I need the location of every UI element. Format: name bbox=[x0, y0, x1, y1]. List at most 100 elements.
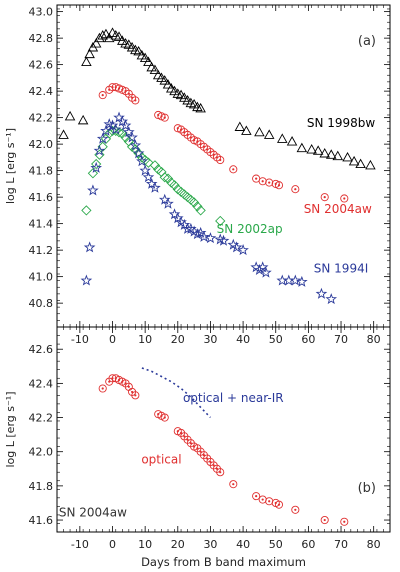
data-point bbox=[81, 56, 92, 67]
y-tick-label: 41.8 bbox=[29, 165, 54, 178]
data-point bbox=[181, 222, 194, 234]
data-point bbox=[149, 64, 161, 74]
data-point bbox=[296, 142, 308, 153]
y-tick-label: 41.4 bbox=[29, 218, 54, 231]
data-point bbox=[58, 129, 69, 139]
x-tick-label: 10 bbox=[138, 538, 152, 551]
x-tick-label: 20 bbox=[171, 333, 185, 346]
data-point bbox=[129, 139, 142, 151]
series-sn-1998bw bbox=[58, 27, 376, 170]
x-tick-label: -10 bbox=[71, 333, 89, 346]
data-point bbox=[325, 293, 338, 305]
data-point bbox=[179, 189, 190, 200]
data-point bbox=[258, 495, 267, 504]
x-tick-label: 10 bbox=[138, 333, 152, 346]
y-axis-label: log L [erg s⁻¹] bbox=[4, 128, 17, 204]
annotation-label: SN 2002ap bbox=[217, 222, 283, 236]
data-point bbox=[315, 287, 328, 299]
y-tick-label: 42.4 bbox=[29, 85, 54, 98]
data-point bbox=[119, 119, 132, 131]
data-point bbox=[230, 241, 243, 253]
x-tick-label: 70 bbox=[334, 333, 348, 346]
panel-label: (a) bbox=[358, 34, 376, 49]
data-point bbox=[84, 48, 95, 59]
data-point bbox=[229, 165, 238, 174]
data-point bbox=[237, 244, 249, 256]
data-point bbox=[258, 177, 267, 186]
data-point bbox=[162, 79, 174, 89]
x-tick-label: 0 bbox=[109, 538, 116, 551]
x-tick-label: 60 bbox=[301, 333, 315, 346]
data-point bbox=[149, 160, 161, 171]
x-tick-label: 30 bbox=[203, 333, 217, 346]
x-tick-label: 40 bbox=[236, 538, 250, 551]
data-point bbox=[195, 205, 206, 216]
data-point bbox=[103, 118, 116, 130]
data-point bbox=[96, 132, 109, 144]
series-sn-2004aw bbox=[98, 83, 349, 203]
x-tick-label: 40 bbox=[236, 333, 250, 346]
y-tick-label: 41.6 bbox=[29, 514, 54, 527]
data-point bbox=[98, 384, 107, 393]
data-point bbox=[143, 56, 154, 67]
data-point bbox=[365, 159, 376, 170]
data-point bbox=[126, 131, 138, 143]
y-tick-label: 42.4 bbox=[29, 377, 54, 390]
data-point bbox=[265, 178, 274, 187]
y-axis-label: log L [erg s⁻¹] bbox=[4, 392, 17, 468]
data-point bbox=[159, 172, 170, 183]
data-point bbox=[191, 228, 204, 240]
data-point bbox=[216, 155, 225, 165]
annotation-label: optical + near-IR bbox=[183, 391, 284, 405]
data-point bbox=[291, 505, 300, 514]
data-point bbox=[260, 266, 272, 278]
data-point bbox=[132, 147, 145, 159]
data-point bbox=[98, 91, 107, 100]
data-point bbox=[123, 126, 135, 138]
data-point bbox=[289, 274, 302, 286]
series-sn-1994i bbox=[80, 111, 338, 305]
data-point bbox=[325, 149, 337, 159]
y-tick-label: 43.0 bbox=[29, 6, 54, 19]
data-point bbox=[241, 125, 252, 135]
data-point bbox=[131, 391, 140, 400]
data-point bbox=[100, 28, 112, 39]
y-tick-label: 42.2 bbox=[29, 112, 54, 125]
data-point bbox=[320, 193, 329, 202]
data-point bbox=[162, 173, 174, 184]
data-point bbox=[204, 232, 217, 244]
x-tick-label: 50 bbox=[269, 538, 283, 551]
data-point bbox=[348, 155, 360, 166]
y-tick-label: 41.0 bbox=[29, 271, 54, 284]
data-point bbox=[162, 197, 174, 209]
data-point bbox=[87, 168, 99, 179]
annotation-label: SN 2004aw bbox=[59, 506, 127, 520]
x-tick-label: 20 bbox=[171, 538, 185, 551]
data-point bbox=[91, 158, 102, 170]
data-point bbox=[139, 52, 151, 63]
data-point bbox=[306, 144, 317, 154]
data-point bbox=[93, 144, 106, 156]
data-point bbox=[81, 205, 92, 216]
data-point bbox=[97, 30, 108, 40]
data-point bbox=[276, 133, 288, 143]
data-point bbox=[90, 38, 102, 48]
data-point bbox=[97, 141, 108, 152]
data-point bbox=[355, 158, 366, 169]
data-point bbox=[103, 32, 115, 43]
data-point bbox=[217, 234, 230, 246]
data-point bbox=[274, 181, 284, 190]
x-axis-label: Days from B band maximum bbox=[141, 555, 306, 569]
data-point bbox=[229, 480, 238, 489]
y-tick-label: 42.8 bbox=[29, 32, 54, 45]
y-tick-label: 41.8 bbox=[29, 480, 54, 493]
data-point bbox=[159, 75, 171, 85]
data-point bbox=[252, 492, 261, 501]
data-point bbox=[195, 102, 206, 113]
series-optical bbox=[98, 374, 349, 526]
data-point bbox=[192, 201, 203, 212]
data-point bbox=[83, 241, 96, 253]
data-point bbox=[291, 185, 300, 194]
data-point bbox=[175, 186, 187, 197]
data-point bbox=[160, 113, 169, 122]
